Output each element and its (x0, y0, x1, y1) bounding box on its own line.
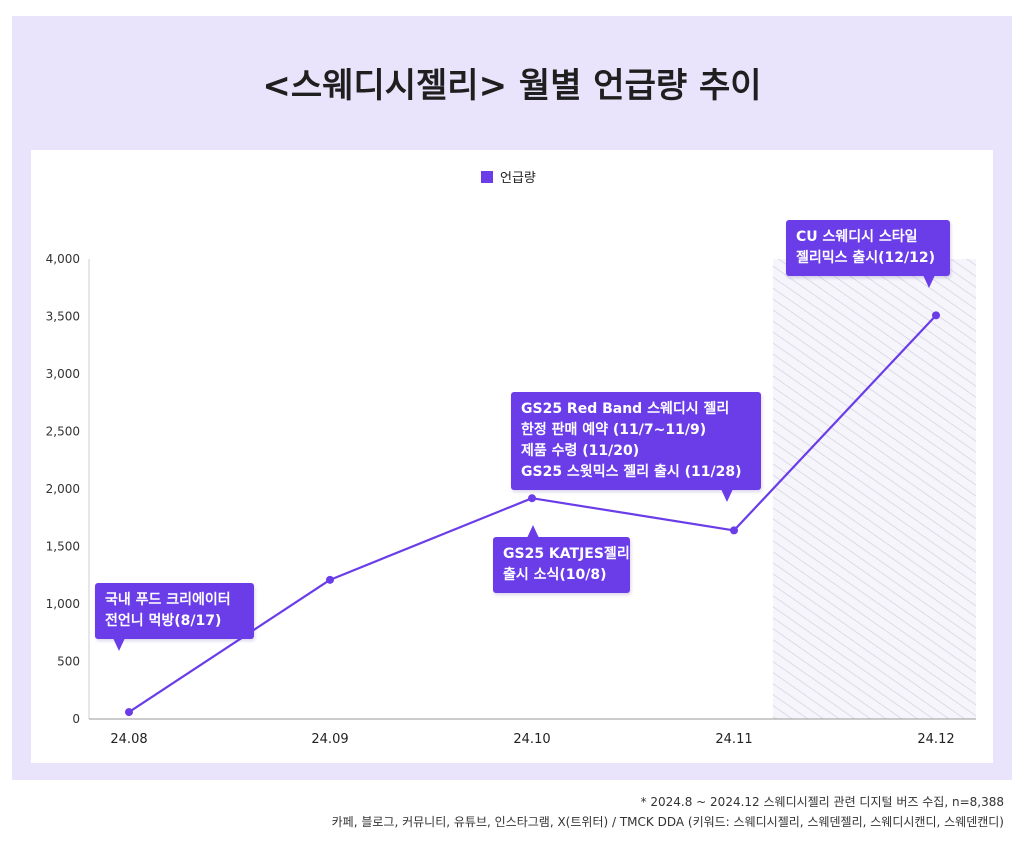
data-point-24.10 (528, 494, 536, 503)
y-tick-label: 0 (72, 712, 80, 726)
y-tick-label: 500 (57, 655, 80, 669)
y-tick-label: 1,000 (46, 597, 80, 611)
data-point-24.09 (326, 575, 334, 584)
x-tick-label: 24.11 (715, 732, 752, 747)
annotation-line: 한정 판매 예약 (11/7~11/9) (521, 422, 707, 438)
annotation-pointer (721, 489, 733, 502)
footnote-line-2: 카페, 블로그, 커뮤니티, 유튜브, 인스타그램, X(트위터) / TMCK… (331, 815, 1004, 829)
y-tick-label: 1,500 (46, 540, 80, 554)
y-tick-label: 2,500 (46, 425, 80, 439)
annotation-line: CU 스웨디시 스타일 (796, 229, 918, 245)
y-tick-label: 2,000 (46, 482, 80, 496)
x-tick-label: 24.12 (917, 732, 954, 747)
footnote: * 2024.8 ~ 2024.12 스웨디시젤리 관련 디지털 버즈 수집, … (332, 792, 1004, 832)
y-tick-label: 4,000 (46, 252, 80, 266)
annotation-line: 국내 푸드 크리에이터 (105, 592, 231, 608)
annotation-pointer (923, 275, 935, 288)
y-tick-label: 3,000 (46, 367, 80, 381)
annotation-line: 출시 소식(10/8) (503, 567, 607, 583)
annotation-line: 전언니 먹방(8/17) (105, 613, 222, 629)
data-point-24.11 (730, 526, 738, 535)
highlight-region (773, 259, 976, 719)
annotation-line: 젤리믹스 출시(12/12) (796, 250, 936, 266)
y-tick-label: 3,500 (46, 310, 80, 324)
legend-swatch (481, 171, 493, 183)
annotation-pointer (527, 525, 539, 538)
x-tick-label: 24.09 (311, 732, 348, 747)
x-tick-label: 24.10 (513, 732, 550, 747)
annotation-pointer (113, 638, 125, 651)
annotation-line: 제품 수령 (11/20) (521, 443, 640, 459)
x-tick-label: 24.08 (110, 732, 147, 747)
data-point-24.12 (932, 311, 940, 320)
annotation-line: GS25 Red Band 스웨디시 젤리 (521, 401, 730, 417)
footnote-line-1: * 2024.8 ~ 2024.12 스웨디시젤리 관련 디지털 버즈 수집, … (640, 795, 1004, 809)
annotation-line: GS25 스윗믹스 젤리 출시 (11/28) (521, 464, 742, 480)
legend-label: 언급량 (500, 171, 536, 186)
data-point-24.08 (125, 708, 133, 717)
chart-title: <스웨디시젤리> 월별 언급량 추이 (262, 66, 762, 106)
annotation-line: GS25 KATJES젤리 (503, 546, 630, 562)
